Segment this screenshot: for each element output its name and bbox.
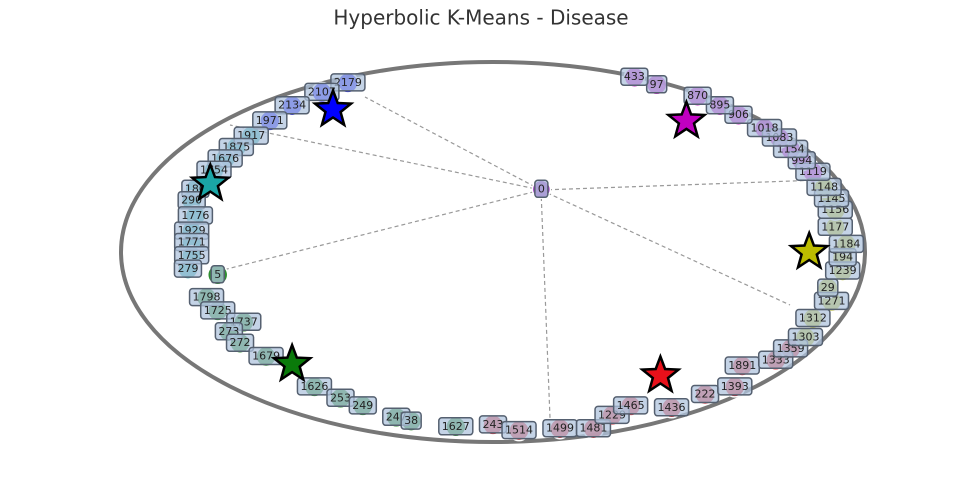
edge xyxy=(540,179,821,191)
label-box xyxy=(274,95,310,115)
label-box xyxy=(787,327,824,347)
node-label: 1312 xyxy=(799,312,827,325)
node-label: 2134 xyxy=(278,99,306,112)
node-label: 222 xyxy=(695,388,716,401)
node-label: 1627 xyxy=(442,420,470,433)
node-label: 290 xyxy=(181,194,202,207)
disk-boundary xyxy=(119,60,867,444)
node-label: 433 xyxy=(624,70,645,83)
label-box xyxy=(225,333,255,352)
node-label: 1725 xyxy=(204,304,232,317)
node-label: 279 xyxy=(177,262,198,275)
label-box xyxy=(199,301,236,320)
edge xyxy=(229,124,542,191)
centroid-star xyxy=(270,341,314,383)
node-label: 243 xyxy=(483,418,504,431)
centroid-star xyxy=(188,161,232,202)
node-label: 194 xyxy=(832,251,853,264)
node-label: 1148 xyxy=(810,180,838,193)
label-box xyxy=(717,377,753,396)
centroid-star xyxy=(311,86,355,128)
label-box xyxy=(501,420,537,440)
label-box xyxy=(348,396,378,415)
node-label: 272 xyxy=(230,336,251,349)
node-label: 1514 xyxy=(505,424,533,437)
node-label: 1018 xyxy=(751,122,779,135)
label-box xyxy=(173,259,203,278)
node-label: 1776 xyxy=(181,209,209,222)
node-label: 1971 xyxy=(256,114,284,127)
node-label: 870 xyxy=(687,89,708,102)
node-label: 0 xyxy=(538,182,545,195)
centroid-star xyxy=(638,352,682,394)
label-box xyxy=(746,118,783,138)
label-box xyxy=(534,179,549,199)
node-label: 1771 xyxy=(178,236,206,249)
node-label: 38 xyxy=(404,414,418,427)
label-box xyxy=(210,265,225,284)
label-box xyxy=(683,86,712,105)
node-label: 1679 xyxy=(252,350,280,363)
label-box xyxy=(620,67,649,86)
node-label: 1755 xyxy=(178,249,206,262)
node-label: 5 xyxy=(214,268,221,281)
node-label: 1481 xyxy=(579,422,607,435)
centroid-star xyxy=(665,98,708,140)
chart-title: Hyperbolic K-Means - Disease xyxy=(333,6,628,30)
node-label: 97 xyxy=(650,78,664,91)
node-label: 249 xyxy=(352,399,373,412)
label-box xyxy=(653,398,690,417)
node-label: 1891 xyxy=(728,359,756,372)
node-label: 253 xyxy=(330,391,351,404)
label-box xyxy=(612,396,649,415)
node-label: 2179 xyxy=(334,76,362,89)
edge xyxy=(540,189,791,306)
edge xyxy=(214,189,542,273)
label-box xyxy=(252,111,288,130)
node-label: 1393 xyxy=(721,380,749,393)
node-label: 2107 xyxy=(308,85,336,98)
node-label: 1271 xyxy=(818,294,846,307)
node-label: 29 xyxy=(821,281,835,294)
node-label: 1436 xyxy=(658,401,686,414)
edges xyxy=(214,96,821,419)
node-label: 895 xyxy=(709,99,730,112)
centroid-star xyxy=(787,229,831,271)
node-label: 1239 xyxy=(829,264,857,277)
label-box xyxy=(438,417,474,436)
label-box xyxy=(400,411,422,430)
node-label: 1184 xyxy=(832,237,860,250)
edge xyxy=(364,96,542,191)
label-box xyxy=(795,308,831,328)
node-label: 1626 xyxy=(300,380,328,393)
node-label: 1177 xyxy=(821,220,849,233)
node-label: 1465 xyxy=(617,399,645,412)
node-label: 1798 xyxy=(193,291,221,304)
label-box xyxy=(705,95,735,115)
node-label: 1303 xyxy=(791,331,819,344)
label-box xyxy=(296,377,333,396)
edge xyxy=(540,189,551,419)
node-label: 1499 xyxy=(546,422,574,435)
